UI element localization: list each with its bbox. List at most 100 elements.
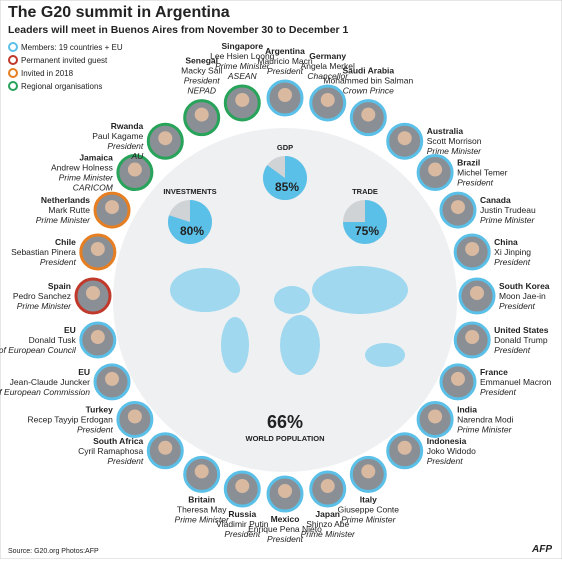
photo-face — [194, 464, 209, 479]
leader-country: Mexico — [271, 514, 300, 524]
photo-face — [397, 440, 412, 455]
leader-role: President of European Commission — [0, 387, 90, 397]
photo-face — [105, 371, 120, 386]
stat-value: 66% — [267, 412, 303, 432]
leader-name: Enrique Pena Nieto — [248, 524, 322, 534]
pie-sector — [168, 200, 212, 244]
leader-role: President — [494, 345, 531, 355]
world-map — [170, 266, 408, 375]
leader-name: Angela Merkel — [301, 61, 355, 71]
legend-label: Permanent invited guest — [21, 56, 108, 65]
leader-name: Theresa May — [177, 504, 227, 514]
legend-label: Regional organisations — [21, 82, 102, 91]
legend-swatch — [8, 68, 18, 78]
leader-name: Andrew Holness — [51, 163, 113, 173]
leader-name: Emmanuel Macron — [480, 377, 552, 387]
leader-role: Prime Minister — [480, 215, 535, 225]
leader-role: President — [267, 66, 304, 76]
leader-country: Italy — [360, 494, 377, 504]
leader-name: Sebastian Pinera — [11, 247, 76, 257]
leader-role: Prime Minister — [17, 301, 72, 311]
leader-country: Argentina — [265, 46, 305, 56]
leader-country: Jamaica — [79, 153, 113, 163]
leader-country: China — [494, 237, 518, 247]
photo-face — [320, 479, 335, 494]
leader-name: Xi Jinping — [494, 247, 531, 257]
leader-country: Chile — [55, 237, 76, 247]
stat-label: TRADE — [352, 187, 378, 196]
stat-label: WORLD POPULATION — [245, 434, 324, 443]
stat-value: 80% — [180, 224, 204, 238]
leader-country: Singapore — [221, 41, 263, 51]
subtitle: Leaders will meet in Buenos Aires from N… — [8, 24, 349, 36]
leader-role: President — [267, 534, 304, 544]
title: The G20 summit in Argentina — [8, 4, 230, 21]
pie-sector — [343, 200, 387, 244]
leader-country: Indonesia — [427, 436, 467, 446]
leader-role: President — [427, 456, 464, 466]
leader-role: President of European Council — [0, 345, 77, 355]
photo-face — [105, 200, 120, 215]
photo-face — [320, 92, 335, 107]
leader-name: Mark Rutte — [48, 205, 90, 215]
leader-org: NEPAD — [187, 86, 216, 96]
photo-face — [450, 200, 465, 215]
leader-country: Rwanda — [111, 121, 144, 131]
photo-face — [127, 409, 142, 424]
leader-country: Spain — [48, 281, 71, 291]
leader-name: Scott Morrison — [427, 136, 482, 146]
leader-name: Cyril Ramaphosa — [78, 446, 143, 456]
leader-name: Shinzo Abe — [306, 519, 349, 529]
leader-org: AU — [130, 151, 144, 161]
photo-face — [158, 440, 173, 455]
leader-country: Senegal — [185, 56, 218, 66]
leader-role: Prime Minister — [215, 61, 270, 71]
leader-role: Prime Minister — [427, 146, 482, 156]
leader-role: President — [480, 387, 517, 397]
stat-label: GDP — [277, 143, 293, 152]
photo-face — [158, 131, 173, 146]
leader-country: Brazil — [457, 158, 480, 168]
photo-face — [361, 107, 376, 122]
photo-face — [450, 371, 465, 386]
leader-country: EU — [78, 367, 90, 377]
photo-face — [90, 241, 105, 256]
leader-name: Moon Jae-in — [499, 291, 546, 301]
leader-role: Crown Prince — [343, 86, 394, 96]
leader-country: Netherlands — [41, 195, 90, 205]
stat-value: 85% — [275, 180, 299, 194]
leader-country: EU — [64, 325, 76, 335]
leader-name: Narendra Modi — [457, 414, 513, 424]
leader-role: President — [40, 257, 77, 267]
leader-country: France — [480, 367, 508, 377]
leader-role: Prime Minister — [59, 173, 114, 183]
leader-name: Mauricio Macri — [257, 56, 312, 66]
legend-label: Invited in 2018 — [21, 69, 74, 78]
photo-face — [465, 241, 480, 256]
leader-name: Paul Kagame — [92, 131, 143, 141]
leader-name: Vladimir Putin — [216, 519, 269, 529]
photo-face — [86, 286, 100, 300]
legend-swatch — [8, 42, 18, 52]
photo-face — [235, 479, 250, 494]
photo-face — [428, 162, 443, 177]
leader-country: South Korea — [499, 281, 550, 291]
leader-role: President — [107, 141, 144, 151]
leader-role: Prime Minister — [175, 514, 230, 524]
leader-name: Donald Tusk — [29, 335, 77, 345]
leader-role: President — [457, 178, 494, 188]
leader-name: Donald Trump — [494, 335, 548, 345]
logo: AFP — [531, 544, 552, 555]
legend-swatch — [8, 81, 18, 91]
leader-role: President — [224, 529, 261, 539]
leader-role: President — [494, 257, 531, 267]
photo-face — [127, 162, 142, 177]
photo-face — [361, 464, 376, 479]
photo-face — [397, 131, 412, 146]
leader-country: Australia — [427, 126, 464, 136]
pie-sector — [263, 156, 307, 200]
photo-face — [194, 107, 209, 122]
photo-face — [235, 92, 250, 107]
leader-role: Prime Minister — [301, 529, 356, 539]
